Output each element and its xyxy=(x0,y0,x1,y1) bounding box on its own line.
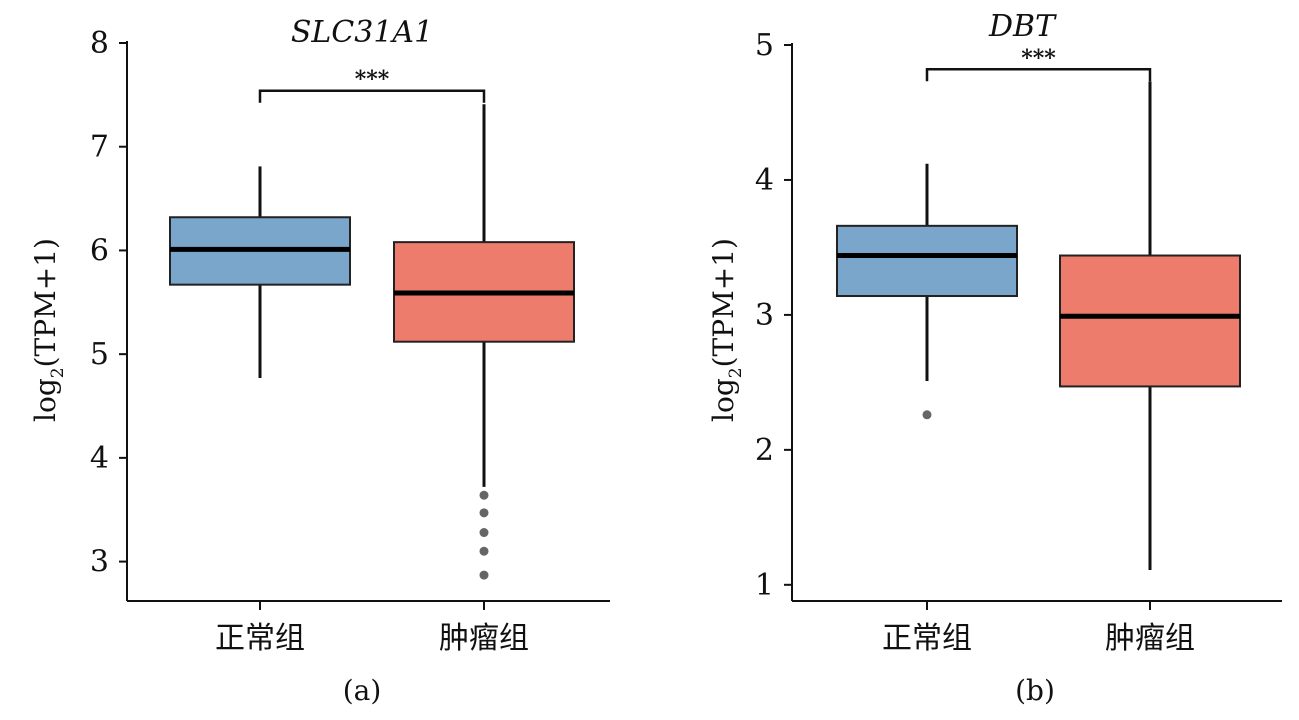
chart-title: SLC31A1 xyxy=(291,15,433,50)
y-tick-label: 1 xyxy=(755,568,774,603)
significance-label: *** xyxy=(355,67,390,93)
y-tick-label: 6 xyxy=(90,233,109,268)
y-tick-label: 2 xyxy=(755,433,774,468)
y-axis-label: log2(TPM+1) xyxy=(707,238,746,422)
y-axis-label-subscript: 2 xyxy=(48,367,68,378)
panel-label: (b) xyxy=(1015,674,1055,707)
y-axis-label: log2(TPM+1) xyxy=(29,238,68,422)
y-tick-label: 3 xyxy=(90,545,109,580)
significance-bracket xyxy=(258,89,486,103)
outlier-point xyxy=(479,508,489,518)
significance-label: *** xyxy=(1021,45,1056,71)
y-axis-label-subscript: 2 xyxy=(726,367,746,378)
y-tick-label: 5 xyxy=(755,28,774,63)
outlier-point xyxy=(479,570,489,580)
box-tumor xyxy=(1059,81,1241,570)
x-tick-label: 肿瘤组 xyxy=(1105,621,1195,656)
outlier-point xyxy=(922,410,932,420)
y-axis-label-rest: (TPM+1) xyxy=(707,238,740,367)
x-tick-label: 肿瘤组 xyxy=(439,621,529,656)
panel-label: (a) xyxy=(343,674,382,707)
x-tick-label: 正常组 xyxy=(882,621,972,656)
panel-a: SLC31A1 3 4 5 6 7 8 log2(TPM+1) 正常组 肿瘤组 *** (a) xyxy=(29,15,610,707)
outlier-point xyxy=(479,546,489,556)
significance-bracket xyxy=(925,68,1152,82)
y-axis-label-main: log xyxy=(707,378,740,422)
y-tick-label: 4 xyxy=(755,163,774,198)
y-tick-label: 5 xyxy=(90,337,109,372)
x-tick-label: 正常组 xyxy=(215,621,305,656)
y-axis-label-main: log xyxy=(29,378,62,422)
y-axis-label-rest: (TPM+1) xyxy=(29,238,62,367)
y-tick-label: 4 xyxy=(90,441,109,476)
y-tick-label: 7 xyxy=(90,130,109,165)
chart-title: DBT xyxy=(988,9,1057,44)
box-tumor xyxy=(393,104,575,580)
outlier-point xyxy=(479,528,489,538)
y-tick-label: 3 xyxy=(755,298,774,333)
y-tick-label: 8 xyxy=(90,26,109,61)
outlier-point xyxy=(479,490,489,500)
box-normal xyxy=(836,163,1018,420)
box-iqr xyxy=(836,224,1018,298)
box-normal xyxy=(169,166,351,379)
box-iqr xyxy=(1059,254,1241,388)
